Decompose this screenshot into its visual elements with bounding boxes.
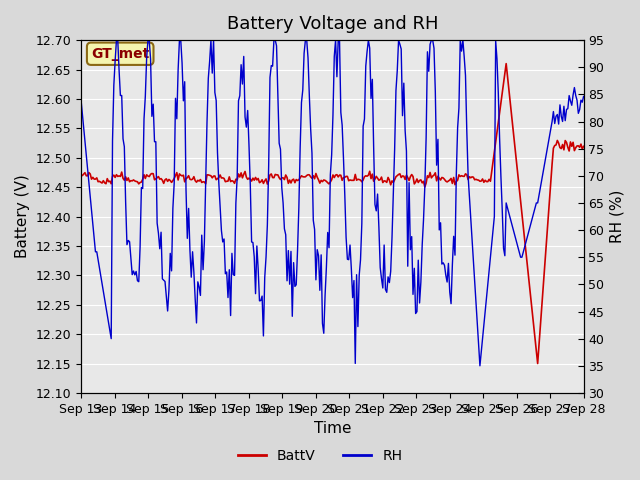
- Y-axis label: RH (%): RH (%): [610, 190, 625, 243]
- Text: GT_met: GT_met: [91, 47, 149, 61]
- Legend: BattV, RH: BattV, RH: [232, 443, 408, 468]
- Title: Battery Voltage and RH: Battery Voltage and RH: [227, 15, 438, 33]
- X-axis label: Time: Time: [314, 421, 351, 436]
- Y-axis label: Battery (V): Battery (V): [15, 175, 30, 258]
